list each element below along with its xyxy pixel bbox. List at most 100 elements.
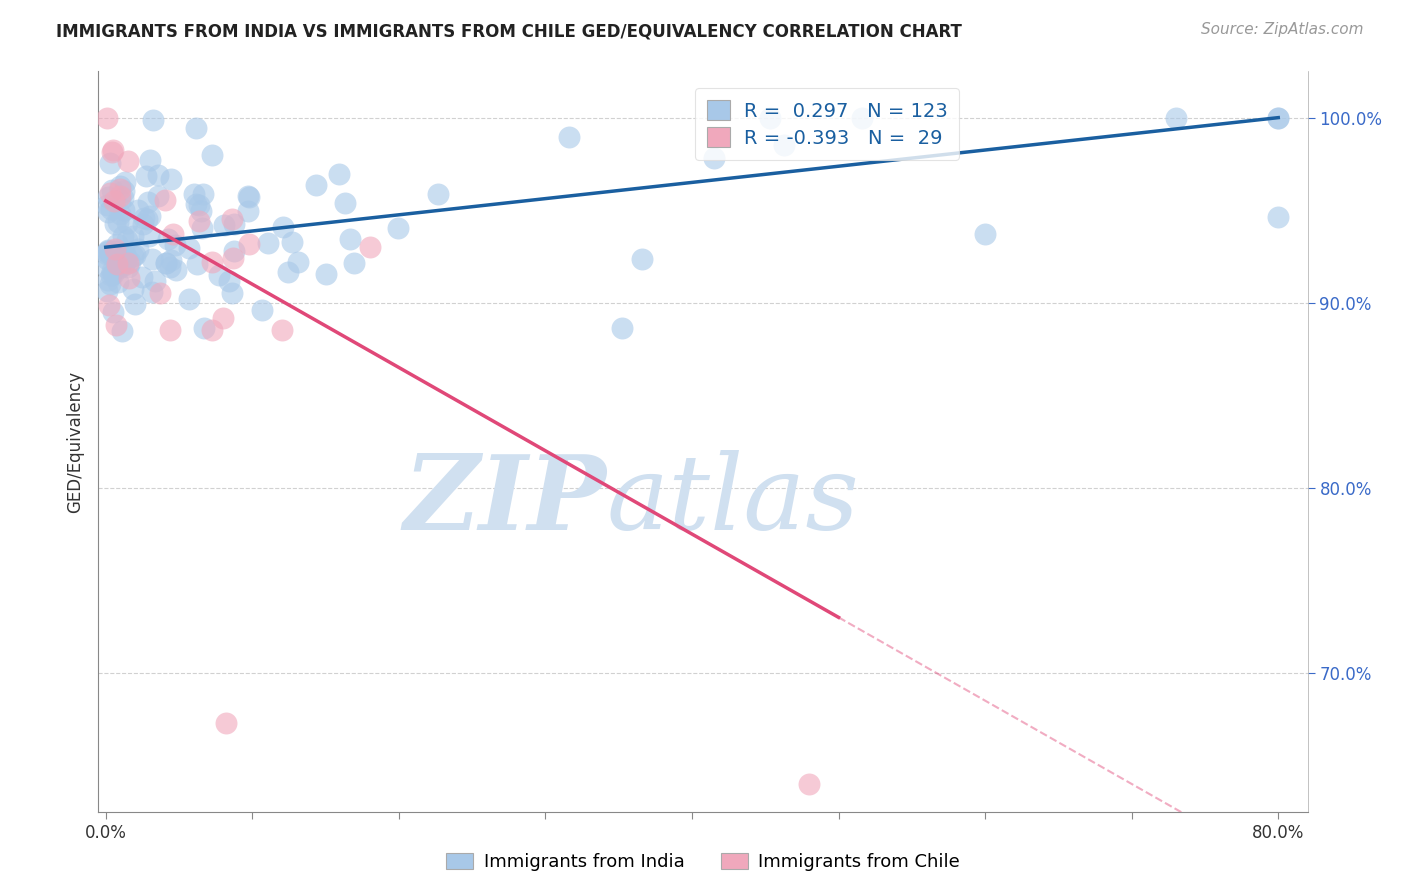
Point <box>157 231 180 245</box>
Point <box>104 251 127 265</box>
Point <box>97 243 120 257</box>
Text: ZIP: ZIP <box>404 450 606 551</box>
Point <box>96 252 118 266</box>
Point <box>121 229 143 244</box>
Point <box>201 147 224 161</box>
Point <box>111 228 134 243</box>
Point <box>238 189 260 203</box>
Point <box>759 111 782 125</box>
Point <box>1164 111 1187 125</box>
Point <box>201 254 224 268</box>
Point <box>277 265 299 279</box>
Point <box>188 198 211 212</box>
Point <box>100 202 122 217</box>
Point <box>427 186 450 201</box>
Point <box>631 252 654 266</box>
Point <box>165 263 187 277</box>
Point <box>342 255 364 269</box>
Point <box>97 298 120 312</box>
Point <box>141 285 163 300</box>
Point <box>184 120 207 135</box>
Legend: R =  0.297   N = 123, R = -0.393   N =  29: R = 0.297 N = 123, R = -0.393 N = 29 <box>695 88 959 160</box>
Point <box>107 215 129 229</box>
Point <box>118 255 141 269</box>
Point <box>250 303 273 318</box>
Legend: Immigrants from India, Immigrants from Chile: Immigrants from India, Immigrants from C… <box>439 846 967 879</box>
Point <box>136 195 159 210</box>
Point <box>103 305 125 319</box>
Point <box>97 190 120 204</box>
Point <box>177 292 200 306</box>
Point <box>188 214 211 228</box>
Text: atlas: atlas <box>606 450 859 551</box>
Point <box>98 277 121 291</box>
Point <box>134 211 156 226</box>
Point <box>191 221 214 235</box>
Point <box>222 251 245 265</box>
Point <box>101 143 124 157</box>
Point <box>114 175 136 189</box>
Point <box>218 274 240 288</box>
Point <box>107 276 129 290</box>
Point <box>141 252 163 266</box>
Point <box>108 207 131 221</box>
Point <box>159 252 181 267</box>
Point <box>328 167 350 181</box>
Point <box>108 178 131 193</box>
Point <box>165 238 187 252</box>
Point <box>160 172 183 186</box>
Point <box>111 324 134 338</box>
Point <box>212 311 235 326</box>
Point <box>359 240 381 254</box>
Point <box>103 194 125 208</box>
Point <box>104 318 127 332</box>
Point <box>96 284 118 298</box>
Point <box>224 218 246 232</box>
Point <box>387 220 409 235</box>
Point <box>139 210 162 224</box>
Point <box>103 244 125 258</box>
Point <box>121 250 143 264</box>
Point <box>131 269 153 284</box>
Point <box>103 242 125 256</box>
Point <box>98 186 121 200</box>
Point <box>305 178 328 193</box>
Point <box>97 273 120 287</box>
Point <box>186 257 208 271</box>
Point <box>148 168 170 182</box>
Point <box>799 777 821 791</box>
Point <box>97 205 120 219</box>
Point <box>127 242 149 256</box>
Point <box>155 256 177 270</box>
Point <box>108 261 131 276</box>
Point <box>155 256 177 270</box>
Point <box>159 260 181 274</box>
Point <box>104 248 127 262</box>
Point <box>112 191 135 205</box>
Point <box>96 245 118 260</box>
Point <box>221 212 243 227</box>
Point <box>159 323 181 337</box>
Point <box>98 156 121 170</box>
Point <box>135 212 157 227</box>
Point <box>148 285 170 300</box>
Point <box>96 198 118 212</box>
Point <box>610 321 633 335</box>
Point <box>96 246 118 260</box>
Point <box>221 285 243 300</box>
Point <box>146 189 169 203</box>
Point <box>100 268 122 282</box>
Point <box>101 263 124 277</box>
Point <box>117 256 139 270</box>
Point <box>201 323 224 337</box>
Point <box>143 274 166 288</box>
Point <box>122 282 145 296</box>
Point <box>117 260 139 274</box>
Point <box>115 233 138 247</box>
Point <box>105 257 128 271</box>
Point <box>208 268 231 282</box>
Point <box>103 248 125 262</box>
Point <box>118 271 141 285</box>
Point <box>127 203 149 218</box>
Point <box>112 202 135 217</box>
